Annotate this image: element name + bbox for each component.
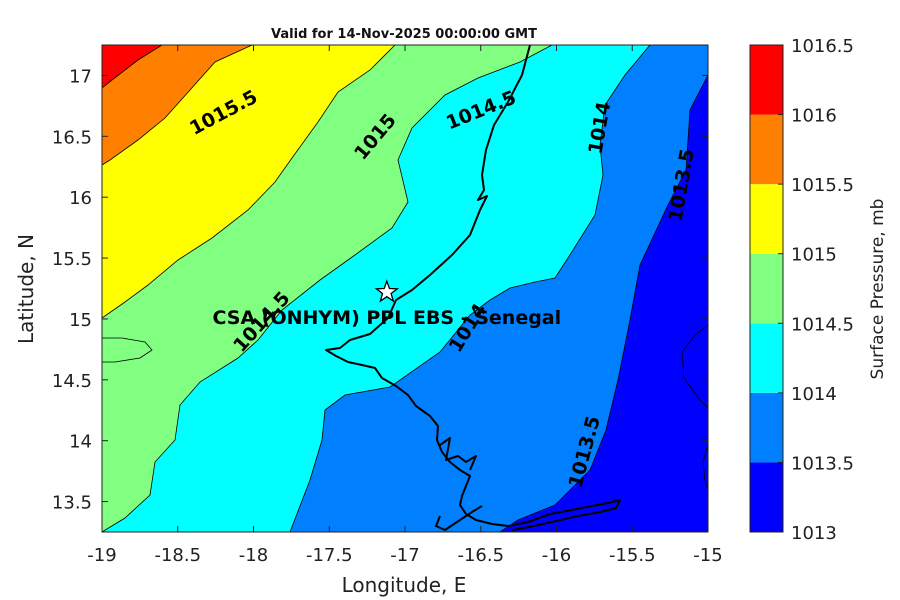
coastline [325,45,621,531]
colorbar-tick-label: 1015.5 [791,175,854,196]
contour-line-1015-5 [102,45,253,166]
colorbar-segment [750,323,783,393]
band-1014-5-inlet [102,338,152,362]
coastline-river [439,437,477,471]
y-tick-label: 16 [69,188,92,209]
colorbar-tick-label: 1014.5 [791,314,854,335]
colorbar-tick-label: 1016.5 [791,36,854,57]
colorbar-segment [750,45,783,115]
y-tick-label: 17 [69,66,92,87]
colorbar-segment [750,184,783,254]
colorbar-segment [750,392,783,463]
contour-line-1016 [102,45,163,89]
contour-line-inlet [102,337,153,363]
chart-title: Valid for 14-Nov-2025 00:00:00 GMT [271,27,537,42]
contour-fill-layer [102,45,708,532]
colorbar-tick-label: 1014 [791,384,837,405]
colorbar-tick-label: 1016 [791,106,837,127]
contour-line-1014 [289,45,651,532]
y-tick-label: 14 [69,432,92,453]
colorbar-frame [749,44,784,533]
colorbar-segment [750,462,783,532]
x-tick-label: -18 [239,545,268,566]
contour-lines [102,45,708,532]
contour-line-1013-5 [499,74,708,532]
y-tick-label: 15 [69,310,92,331]
station-label: CSA (ONHYM) PPL EBS - Senegal [212,307,561,329]
x-tick-label: -16.5 [457,545,504,566]
band-1016 [102,45,162,88]
x-axis-label: Longitude, E [342,573,467,597]
y-tick-label: 16.5 [52,127,92,148]
y-tick-label: 14.5 [52,371,92,392]
x-tick-label: -19 [87,545,116,566]
y-axis: 13.5 14 14.5 15 15.5 16 16.5 17 [52,66,708,514]
contour-line-1015 [102,45,396,319]
colorbar-tick-label: 1013.5 [791,453,854,474]
contour-line-east-small [702,444,708,491]
x-axis: -19 -18.5 -18 -17.5 -17 -16.5 -16 -15.5 -15 [87,45,723,566]
colorbar-title: Surface Pressure, mb [868,199,888,380]
colorbar-tick-label: 1015 [791,245,837,266]
colorbar-segment [750,114,783,185]
station-star-icon [374,279,400,303]
band-1013-isolated [682,325,708,408]
colorbar-tick-label: 1013 [791,523,837,544]
contour-line-isolated [681,324,708,409]
x-tick-label: -15 [693,545,722,566]
x-tick-label: -18.5 [154,545,201,566]
x-tick-label: -16 [542,545,571,566]
x-tick-label: -17 [390,545,419,566]
y-tick-label: 13.5 [52,493,92,514]
coastline-gambia-estuary [435,505,483,531]
x-tick-label: -15.5 [609,545,656,566]
colorbar-segment [750,253,783,324]
band-1015-5 [102,45,252,165]
contour-line-1014-5 [102,45,553,532]
y-axis-label: Latitude, N [14,234,38,344]
band-1015 [102,45,395,318]
x-tick-label: -17.5 [306,545,353,566]
colorbar: 1013 1013.5 1014 1014.5 1015 1015.5 1016 1016.5 [749,36,854,544]
y-tick-label: 15.5 [52,249,92,270]
coastline-main [325,45,621,531]
